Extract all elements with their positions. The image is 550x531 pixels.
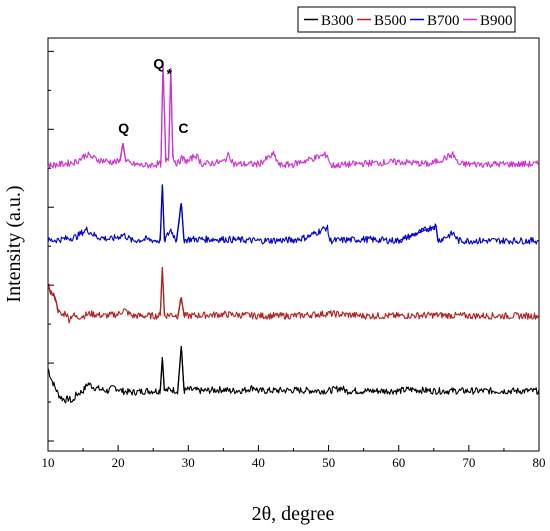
x-tick-label: 50 [322, 455, 335, 470]
y-axis-title: Intensity (a.u.) [3, 185, 25, 302]
x-tick-label: 60 [392, 455, 405, 470]
annotation-label: C [178, 120, 188, 136]
series-peak-b500 [177, 296, 185, 316]
series-peak-b300 [177, 345, 185, 391]
series-peak-b500 [159, 266, 166, 316]
x-tick-label: 80 [533, 455, 546, 470]
annotation-label: Q [118, 120, 129, 136]
series-line-b500 [47, 271, 540, 324]
series-line-b300 [47, 348, 540, 404]
x-axis-title: 2θ, degree [252, 503, 335, 525]
series-peak-b700 [159, 184, 166, 241]
legend-label-b500: B500 [374, 13, 407, 29]
series-line-b700 [47, 184, 540, 245]
annotation-label: * [167, 65, 173, 81]
legend-label-b300: B300 [321, 13, 354, 29]
series-peak-b700 [398, 224, 439, 242]
x-tick-label: 70 [462, 455, 475, 470]
x-tick-label: 10 [42, 455, 55, 470]
x-tick-label: 40 [252, 455, 265, 470]
legend: B300 B500 B700 B900 [297, 6, 516, 33]
series-peak-b500 [51, 292, 60, 313]
series-peak-b900 [160, 64, 167, 165]
legend-label-b900: B900 [480, 13, 513, 29]
legend-label-b700: B700 [427, 13, 460, 29]
annotation-label: Q [153, 55, 164, 71]
legend-box [297, 6, 516, 33]
series-peak-b700 [175, 203, 185, 241]
x-tick-label: 30 [182, 455, 195, 470]
x-tick-label: 20 [112, 455, 125, 470]
series-peak-b300 [159, 357, 166, 391]
series-peak-b900 [118, 143, 127, 163]
series-line-b900 [47, 72, 540, 169]
series-peak-b900 [167, 68, 174, 159]
